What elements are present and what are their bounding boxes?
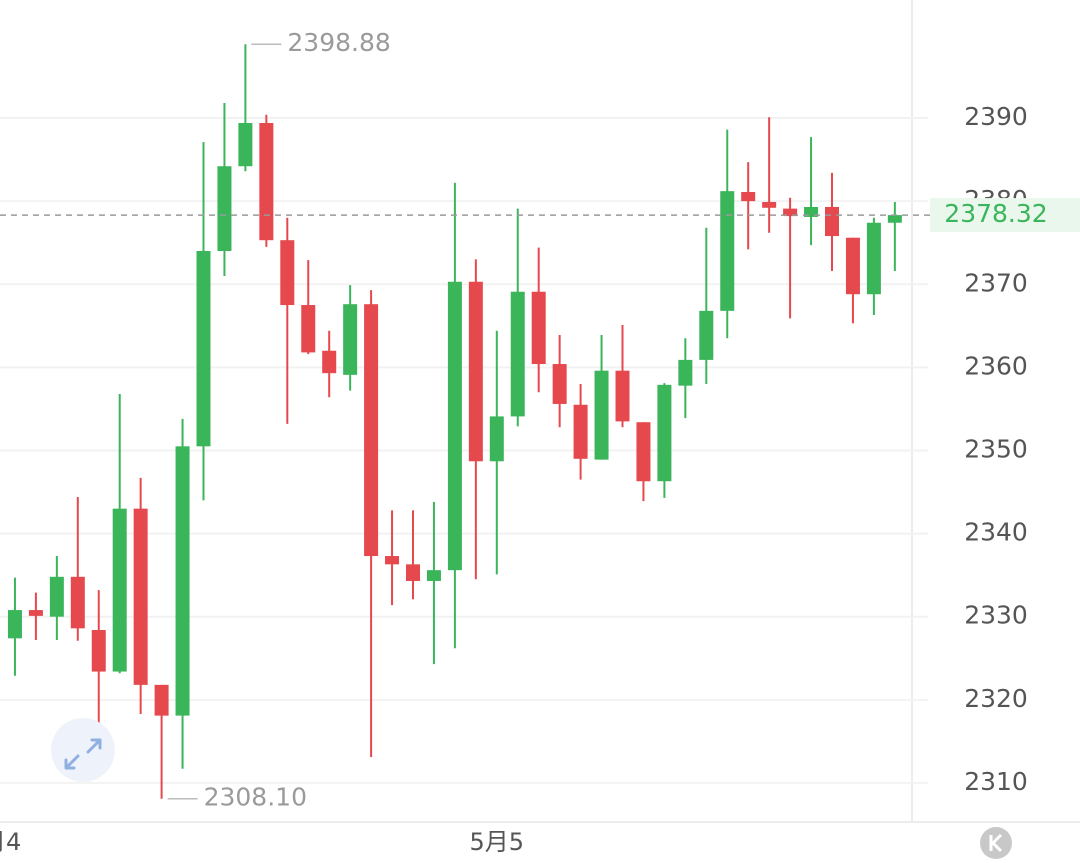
candle-body xyxy=(259,123,274,241)
candle-body xyxy=(322,350,337,374)
candle-body xyxy=(510,291,525,417)
candle-body xyxy=(426,570,441,581)
y-tick-label: 2310 xyxy=(964,767,1028,796)
candle-body xyxy=(825,206,839,237)
x-tick-label: 5月5 xyxy=(470,828,525,856)
y-tick-label: 2320 xyxy=(964,684,1028,713)
candle-body xyxy=(217,166,232,252)
candles xyxy=(7,44,902,799)
candle-body xyxy=(385,556,400,565)
last-price-tag xyxy=(930,198,1080,233)
max-label: 2398.88 xyxy=(287,28,390,57)
x-tick-label: 5月4 xyxy=(0,828,21,856)
candle-body xyxy=(762,201,777,208)
min-label: 2308.10 xyxy=(204,783,307,812)
candle-body xyxy=(175,446,190,716)
candle-body xyxy=(154,684,169,716)
candle-body xyxy=(804,206,819,217)
candle-body xyxy=(657,384,672,482)
candle-body xyxy=(552,364,567,404)
y-tick-label: 2360 xyxy=(964,351,1028,380)
candle-body xyxy=(468,281,483,462)
candle-body xyxy=(7,610,22,639)
candle-body xyxy=(699,310,714,360)
candle-body xyxy=(238,123,253,167)
y-tick-label: 2370 xyxy=(964,268,1028,297)
candle-body xyxy=(720,191,735,311)
y-tick-label: 2330 xyxy=(964,601,1028,630)
candle-body xyxy=(783,208,798,217)
kline-button[interactable] xyxy=(980,827,1012,859)
candle-body xyxy=(91,630,106,672)
y-tick-label: 2350 xyxy=(964,434,1028,463)
candle-body xyxy=(447,281,462,571)
expand-icon[interactable] xyxy=(64,738,102,770)
candle-body xyxy=(406,564,420,581)
candle-body xyxy=(845,237,860,295)
candle-body xyxy=(301,305,316,353)
candle-body xyxy=(741,191,756,202)
kline-icon[interactable] xyxy=(989,833,1003,853)
candle-body xyxy=(49,576,64,617)
labels: 2310232023302340235023602370238023905月45… xyxy=(0,28,1080,856)
candle-body xyxy=(489,416,504,462)
candle-body xyxy=(28,610,43,616)
candle-body xyxy=(196,251,211,447)
candle-body xyxy=(531,291,546,365)
last-price-label: 2378.32 xyxy=(944,199,1047,228)
candle-body xyxy=(573,404,588,459)
candle-body xyxy=(594,370,609,460)
candle-body xyxy=(280,240,295,306)
candle-body xyxy=(678,359,693,386)
y-tick-label: 2390 xyxy=(964,102,1028,131)
expand-button[interactable] xyxy=(51,718,115,782)
y-tick-label: 2340 xyxy=(964,518,1028,547)
candle-body xyxy=(343,304,358,375)
candle-body xyxy=(112,508,127,672)
candle-body xyxy=(636,422,651,482)
candle-body xyxy=(615,370,630,422)
expand-button-bg[interactable] xyxy=(51,718,115,782)
candle-body xyxy=(887,215,902,223)
candle-body xyxy=(866,222,881,295)
kline-button-bg[interactable] xyxy=(980,827,1012,859)
candle-body xyxy=(133,508,148,685)
candle-body xyxy=(364,304,379,557)
candle-body xyxy=(70,576,85,629)
grid xyxy=(0,117,928,784)
